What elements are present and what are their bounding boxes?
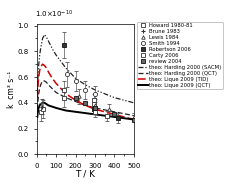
Legend: Howard 1980-81, Brune 1983, Lewis 1984, Smith 1994, Robertson 2006, Carty 2006, : Howard 1980-81, Brune 1983, Lewis 1984, … <box>137 22 223 89</box>
X-axis label: T / K: T / K <box>75 170 95 179</box>
Text: $1.0{\times}10^{-10}$: $1.0{\times}10^{-10}$ <box>35 9 73 20</box>
Y-axis label: k  cm³ s⁻¹: k cm³ s⁻¹ <box>7 71 16 108</box>
